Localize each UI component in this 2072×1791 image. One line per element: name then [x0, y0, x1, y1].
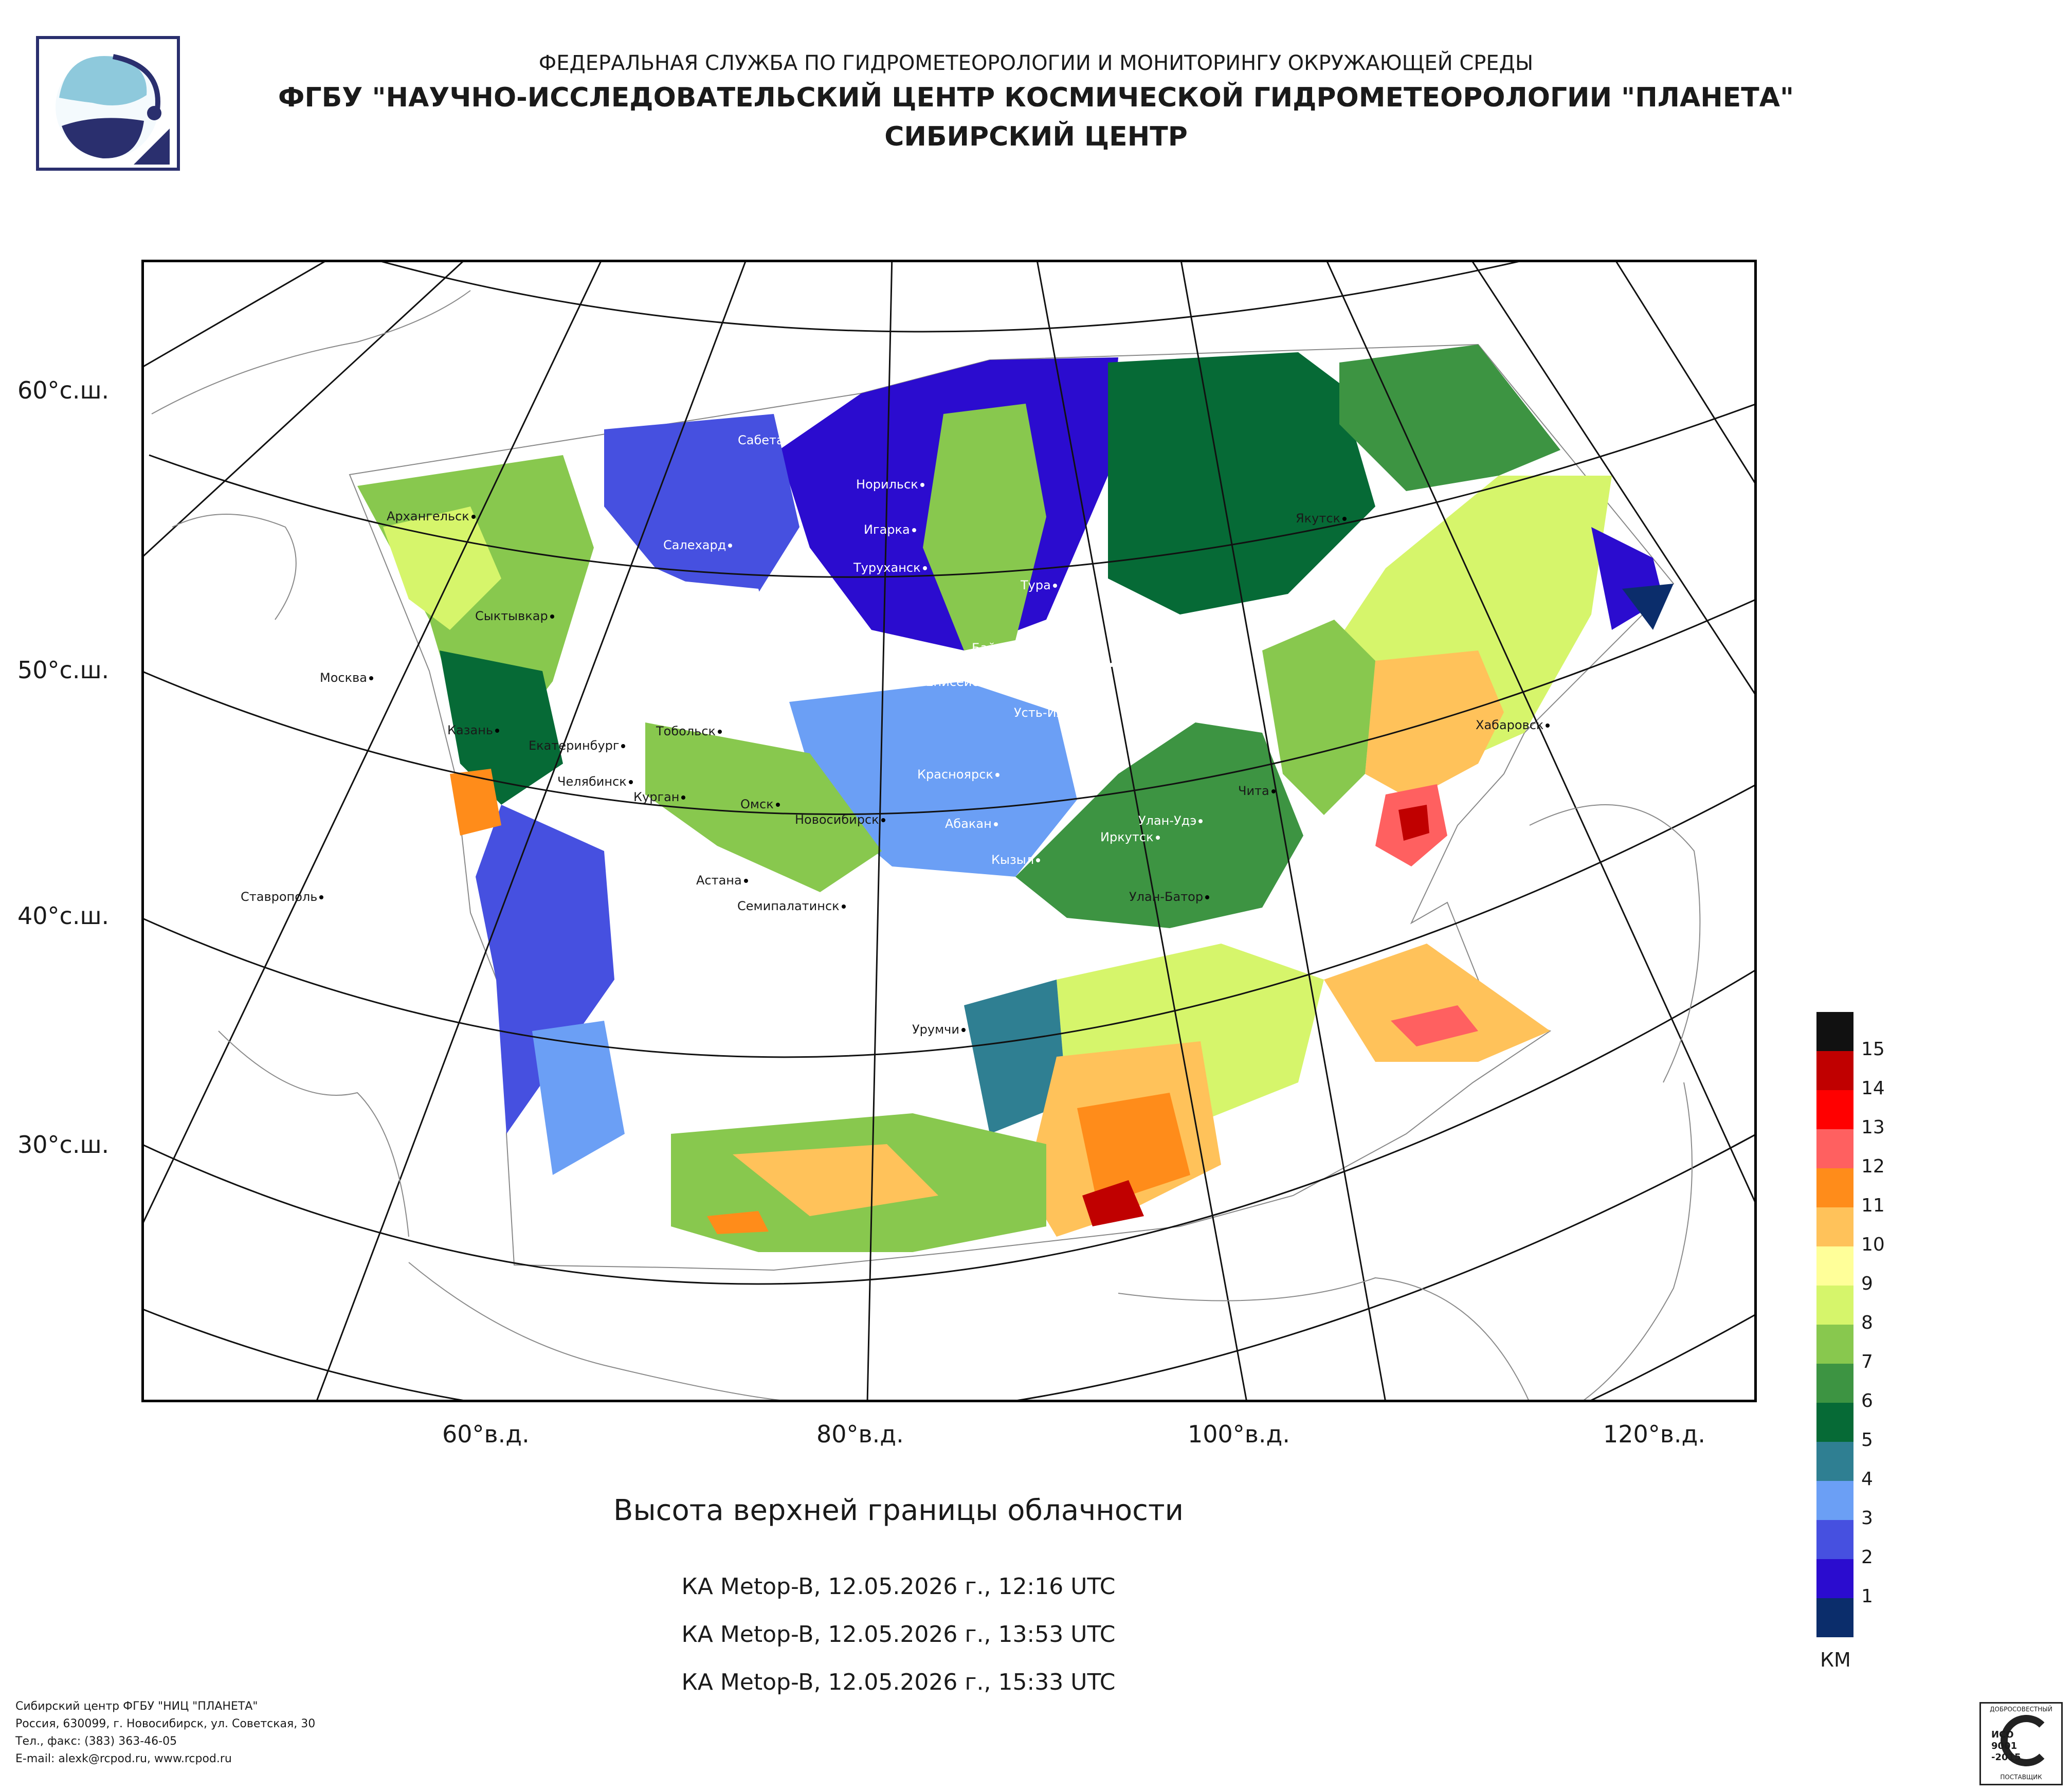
lon-label-80: 80°в.д.: [816, 1420, 904, 1448]
header-institute: ФГБУ "НАУЧНО-ИССЛЕДОВАТЕЛЬСКИЙ ЦЕНТР КОС…: [278, 82, 1794, 113]
city-s-eniseysk: С.Енисейск: [913, 675, 993, 689]
city-krasnoyarsk: Красноярск: [917, 767, 999, 782]
pass-2: КА Metop-B, 12.05.2026 г., 13:53 UTC: [681, 1621, 1116, 1648]
pass-1: КА Metop-B, 12.05.2026 г., 12:16 UTC: [681, 1573, 1116, 1600]
city-stavropol: Ставрополь: [241, 890, 324, 904]
city-moskva: Москва: [320, 671, 373, 685]
city-kazan: Казань: [447, 723, 500, 737]
header-center: СИБИРСКИЙ ЦЕНТР: [884, 121, 1188, 152]
city-tobolsk: Тобольск: [656, 724, 722, 738]
legend-swatch-5: [1816, 1403, 1853, 1442]
lat-label-50: 50°с.ш.: [17, 656, 110, 684]
city-arkhangelsk: Архангельск: [387, 509, 476, 523]
badge-top-text: ДОБРОСОВЕСТНЫЙ: [1990, 1706, 2052, 1713]
legend-label-1: 1: [1861, 1586, 1873, 1607]
city-irkutsk: Иркутск: [1100, 830, 1160, 844]
badge-iso-3: -2015: [1991, 1752, 2021, 1763]
legend-label-15: 15: [1861, 1039, 1885, 1060]
city-kyzyl: Кызыл: [991, 853, 1041, 867]
badge-iso-2: 9001: [1991, 1741, 2018, 1751]
legend-swatch-1: [1816, 1559, 1853, 1598]
legend-label-4: 4: [1861, 1469, 1873, 1490]
legend-swatch-6: [1816, 1364, 1853, 1403]
city-abakan: Абакан: [945, 817, 998, 831]
city-ulan-bator: Улан-Батор: [1129, 890, 1210, 904]
city-astana: Астана: [696, 873, 748, 888]
legend-swatch-10: [1816, 1207, 1853, 1246]
lat-label-60: 60°с.ш.: [17, 376, 110, 404]
city-sabeta: Сабета: [738, 433, 790, 447]
lon-label-100: 100°в.д.: [1188, 1420, 1290, 1448]
legend-swatch-2: [1816, 1520, 1853, 1559]
legend-label-8: 8: [1861, 1312, 1873, 1333]
city-syktyvkar: Сыктывкар: [475, 609, 554, 623]
footer-phone: Тел., факс: (383) 363-46-05: [15, 1735, 177, 1748]
city-tura: Тура: [1021, 578, 1057, 592]
legend-label-14: 14: [1861, 1078, 1885, 1099]
lon-label-60: 60°в.д.: [442, 1420, 530, 1448]
planeta-logo: [36, 36, 180, 171]
legend-label-3: 3: [1861, 1508, 1873, 1529]
legend-label-12: 12: [1861, 1156, 1885, 1177]
footer-org: Сибирский центр ФГБУ "НИЦ "ПЛАНЕТА": [15, 1700, 258, 1713]
city-novosibirsk: Новосибирск: [795, 812, 885, 827]
map-title: Высота верхней границы облачности: [613, 1494, 1184, 1527]
city-ekaterinburg: Екатеринбург: [529, 738, 626, 753]
legend-label-2: 2: [1861, 1547, 1873, 1568]
city-chelyabinsk: Челябинск: [557, 774, 633, 789]
legend-swatch-11: [1816, 1168, 1853, 1207]
legend-swatch-13: [1816, 1090, 1853, 1129]
legend-unit: КМ: [1820, 1649, 1851, 1671]
lat-label-30: 30°с.ш.: [17, 1131, 110, 1159]
city-omsk: Омск: [740, 797, 780, 811]
legend-swatch-4: [1816, 1442, 1853, 1481]
city-ulan-ude: Улан-Удэ: [1138, 813, 1203, 828]
city-ust-ilimsk: Усть-Илимск: [1014, 705, 1102, 720]
lon-label-120: 120°в.д.: [1603, 1420, 1705, 1448]
legend-swatch-7: [1816, 1325, 1853, 1364]
city-chita: Чита: [1238, 784, 1276, 798]
pass-3: КА Metop-B, 12.05.2026 г., 15:33 UTC: [681, 1669, 1116, 1695]
legend-swatch-15plus: [1816, 1012, 1853, 1051]
legend-swatch-14: [1816, 1051, 1853, 1090]
iso-certificate-badge: ДОБРОСОВЕСТНЫЙ ИСО 9001 -2015 ПОСТАВЩИК: [1979, 1702, 2063, 1785]
city-yakutsk: Якутск: [1296, 511, 1347, 526]
lat-label-40: 40°с.ш.: [17, 902, 110, 930]
city-norilsk: Норильск: [856, 477, 924, 492]
footer-address: Россия, 630099, г. Новосибирск, ул. Сове…: [15, 1717, 316, 1730]
city-baykit: Байкит: [972, 641, 1025, 655]
legend-swatch-12: [1816, 1129, 1853, 1168]
legend-label-6: 6: [1861, 1390, 1873, 1412]
city-salekhard: Салехард: [663, 538, 733, 552]
legend-label-9: 9: [1861, 1273, 1873, 1294]
footer-email: E-mail: alexk@rcpod.ru, www.rcpod.ru: [15, 1752, 232, 1765]
city-khabarovsk: Хабаровск: [1476, 718, 1550, 732]
city-vanavara: Ванавара: [1046, 657, 1114, 672]
cloud-top-map: [140, 238, 1758, 1622]
city-dikson: Диксон: [807, 375, 861, 390]
legend-label-13: 13: [1861, 1117, 1885, 1138]
badge-bottom-text: ПОСТАВЩИК: [2000, 1774, 2042, 1781]
city-khanty-mansiysk: Х-Мансийск: [652, 664, 735, 679]
legend-swatch-9: [1816, 1246, 1853, 1286]
city-turukhansk: Туруханск: [853, 560, 927, 575]
badge-iso-1: ИСО: [1991, 1729, 2014, 1740]
city-semipalatinsk: Семипалатинск: [737, 899, 846, 913]
legend-label-11: 11: [1861, 1195, 1885, 1216]
city-urumchi: Урумчи: [912, 1022, 966, 1037]
header-agency: ФЕДЕРАЛЬНАЯ СЛУЖБА ПО ГИДРОМЕТЕОРОЛОГИИ …: [538, 51, 1534, 75]
city-kurgan: Курган: [633, 790, 686, 804]
legend-label-10: 10: [1861, 1234, 1885, 1255]
legend-swatch-8: [1816, 1286, 1853, 1325]
legend-swatch-0: [1816, 1598, 1853, 1637]
legend-swatch-3: [1816, 1481, 1853, 1520]
legend-label-7: 7: [1861, 1351, 1873, 1372]
legend-label-5: 5: [1861, 1430, 1873, 1451]
city-igarka: Игарка: [864, 522, 916, 537]
